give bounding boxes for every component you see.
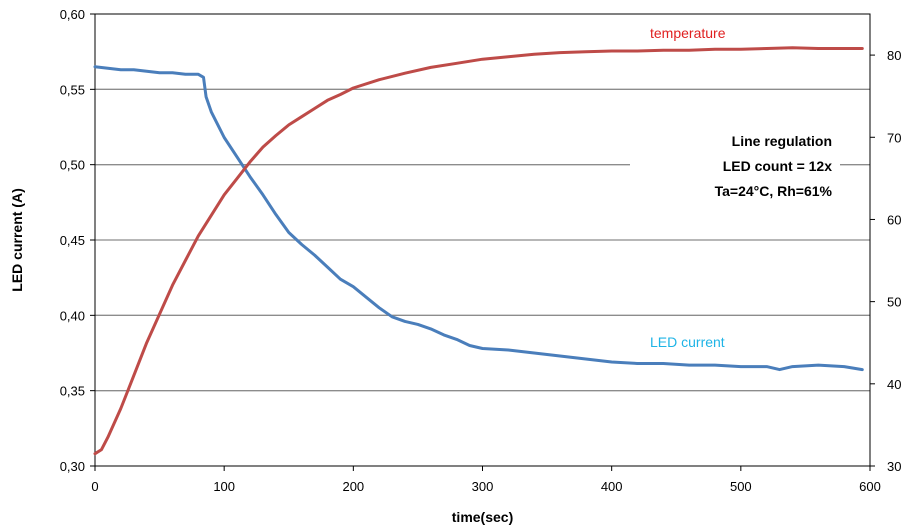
text-layer: 0,30 0,35 0,40 0,45 0,50 0,55 0,60 30 40 50 60 70 80… (9, 7, 901, 525)
y-axis-title: LED current (A) (9, 188, 25, 291)
annotation-line: Ta=24°C, Rh=61% (715, 183, 833, 199)
y-tick-label: 0,50 (60, 158, 85, 173)
led-current-series-label: LED current (650, 334, 725, 350)
plot-frame (90, 13, 875, 471)
y-tick-label: 0,40 (60, 308, 85, 323)
x-tick-label: 200 (342, 479, 364, 494)
x-tick-label: 100 (213, 479, 235, 494)
y2-tick-label: 80 (887, 48, 901, 63)
led-current-series-line (93, 65, 864, 372)
y-tick-label: 0,60 (60, 7, 85, 22)
y-tick-label: 0,30 (60, 459, 85, 474)
y2-tick-label: 50 (887, 295, 901, 310)
annotation-box (630, 124, 840, 206)
y2-tick-label: 70 (887, 130, 901, 145)
series-layer (93, 46, 864, 456)
temperature-series-label: temperature (650, 25, 726, 41)
x-tick-label: 500 (730, 479, 752, 494)
temperature-series-line (93, 46, 864, 456)
annotation-line: LED count = 12x (723, 158, 833, 174)
x-tick-label: 0 (91, 479, 98, 494)
y-tick-label: 0,45 (60, 233, 85, 248)
y2-tick-label: 30 (887, 459, 901, 474)
annotation-line: Line regulation (732, 133, 832, 149)
x-tick-label: 600 (859, 479, 881, 494)
y2-tick-label: 40 (887, 377, 901, 392)
x-axis-title: time(sec) (452, 509, 513, 525)
x-tick-label: 300 (472, 479, 494, 494)
y-tick-label: 0,35 (60, 384, 85, 399)
x-tick-label: 400 (601, 479, 623, 494)
y-tick-label: 0,55 (60, 82, 85, 97)
y2-tick-label: 60 (887, 212, 901, 227)
annotation-background (630, 124, 840, 206)
